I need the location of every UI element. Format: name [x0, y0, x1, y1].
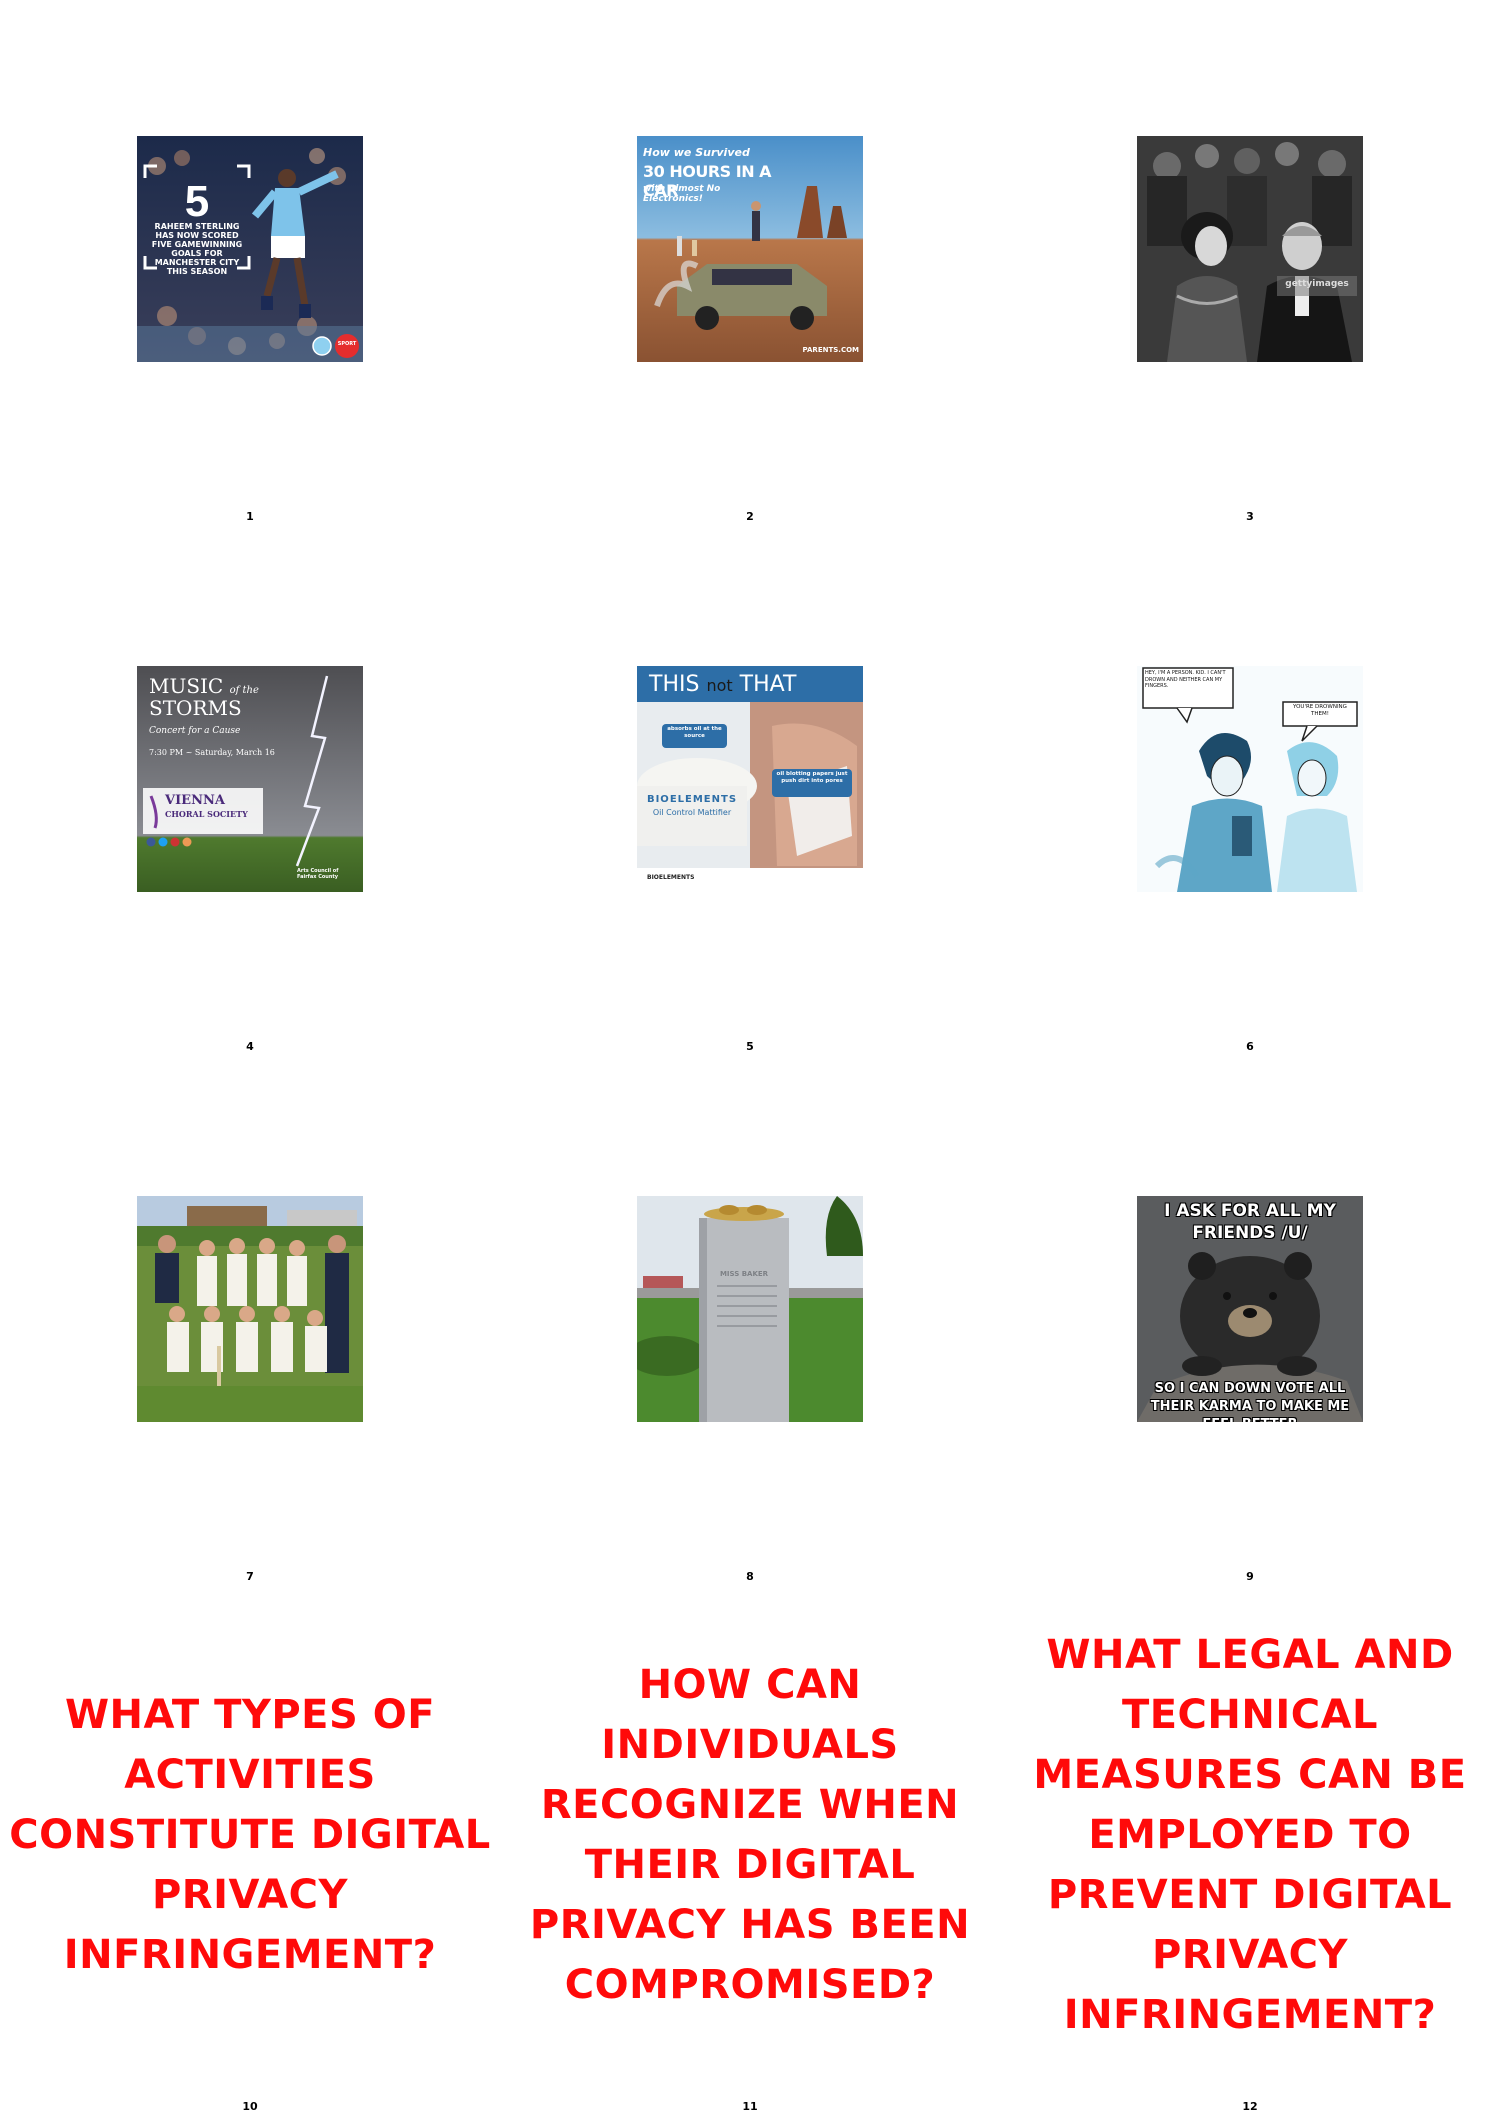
sponsor-label: Arts Council of Fairfax County [297, 868, 339, 880]
tagline-sub: with Almost No Electronics! [643, 184, 721, 204]
cricket-team-image [137, 1196, 363, 1422]
lightning-bolt [295, 675, 329, 867]
thumbnail-football-player[interactable]: 5 RAHEEM STERLING HAS NOW SCORED FIVE GA… [137, 136, 363, 362]
grid-cell-3: gettyimages 3 [1000, 0, 1500, 530]
sport-brand-label: SPORT [337, 341, 357, 347]
site-footer: PARENTS.COM [802, 346, 859, 354]
grid-cell-10: WHAT TYPES OF ACTIVITIES CONSTITUTE DIGI… [0, 1590, 500, 2120]
bubble-text-1: absorbs oil at the source [667, 726, 722, 739]
cell-number: 6 [1246, 1040, 1254, 1053]
poster-title-2: STORMS [149, 696, 242, 720]
thumbnail-concert-poster[interactable]: MUSIC of the STORMS Concert for a Cause … [137, 666, 363, 892]
org-name: VIENNA [165, 793, 225, 808]
woman-figure [1167, 212, 1247, 362]
thumbnail-memorial-stone[interactable]: MISS BAKER [637, 1196, 863, 1422]
thumbnail-comic-art[interactable]: HEY, I'M A PERSON. KID. I CAN'T DROWN AN… [1137, 666, 1363, 892]
product-name: Oil Control Mattifier [652, 808, 732, 817]
cell-number: 2 [746, 510, 754, 523]
thumbnail-road-trip[interactable]: How we Survived 30 HOURS IN A CAR with A… [637, 136, 863, 362]
skincare-ad-image [637, 666, 863, 892]
ad-headline: THIS not THAT [649, 672, 797, 697]
meme-top-text: I ASK FOR ALL MY FRIENDS /U/ [1164, 1201, 1336, 1243]
girl-figure [1277, 742, 1357, 892]
product-brand: BIOELEMENTS [646, 794, 738, 805]
player-caption: RAHEEM STERLING HAS NOW SCORED FIVE GAME… [151, 222, 243, 276]
cell-number: 10 [242, 2100, 258, 2113]
cell-number: 7 [246, 1570, 254, 1583]
grid-cell-1: 5 RAHEEM STERLING HAS NOW SCORED FIVE GA… [0, 0, 500, 530]
grid-cell-8: MISS BAKER 8 [500, 1060, 1000, 1590]
speech-bubble-1 [662, 724, 727, 748]
player-figure [251, 169, 339, 318]
poster-title-1: MUSIC of the [149, 674, 259, 698]
cell-number: 3 [1246, 510, 1254, 523]
grid-cell-9: I ASK FOR ALL MY FRIENDS /U/ SO I CAN DO… [1000, 1060, 1500, 1590]
grid-cell-4: MUSIC of the STORMS Concert for a Cause … [0, 530, 500, 1060]
grid-cell-7: 7 [0, 1060, 500, 1590]
poster-subtitle: Concert for a Cause [149, 726, 241, 736]
cell-number: 5 [746, 1040, 754, 1053]
choral-logo-icon [149, 795, 158, 829]
cell-number: 8 [746, 1570, 754, 1583]
comic-image [1137, 666, 1363, 892]
poster-date: 7:30 PM ~ Saturday, March 16 [149, 748, 275, 757]
grid-cell-2: How we Survived 30 HOURS IN A CAR with A… [500, 0, 1000, 530]
station-wagon [677, 264, 827, 330]
meme-bottom-text: SO I CAN DOWN VOTE ALL THEIR KARMA TO MA… [1150, 1381, 1350, 1422]
question-text: WHAT TYPES OF ACTIVITIES CONSTITUTE DIGI… [9, 1692, 491, 1978]
speech-text-2: YOU'RE DROWNING THEM! [1293, 704, 1347, 717]
speech-text-1: HEY, I'M A PERSON. KID. I CAN'T DROWN AN… [1145, 670, 1226, 689]
sport-logo-icon [335, 334, 359, 358]
club-crest-icon [312, 336, 332, 356]
grid-cell-12: WHAT LEGAL AND TECHNICAL MEASURES CAN BE… [1000, 1590, 1500, 2120]
team-players [155, 1235, 349, 1416]
tagline-top: How we Survived [643, 146, 750, 159]
speech-bubble-2 [772, 769, 852, 797]
grid-cell-6: HEY, I'M A PERSON. KID. I CAN'T DROWN AN… [1000, 530, 1500, 1060]
big-number: 5 [185, 177, 209, 226]
thumbnail-cricket-team[interactable] [137, 1196, 363, 1422]
stock-watermark: gettyimages [1285, 279, 1349, 289]
road-trip-image [637, 136, 863, 362]
headstone [699, 1205, 789, 1422]
question-text: WHAT LEGAL AND TECHNICAL MEASURES CAN BE… [1033, 1632, 1467, 2038]
thumbnail-bear-meme[interactable]: I ASK FOR ALL MY FRIENDS /U/ SO I CAN DO… [1137, 1196, 1363, 1422]
thumbnail-skincare-ad[interactable]: THIS not THAT absorbs oil at the source … [637, 666, 863, 892]
stone-inscription: MISS BAKER [719, 1270, 769, 1278]
bear-meme-image [1137, 1196, 1363, 1422]
grid-cell-11: HOW CAN INDIVIDUALS RECOGNIZE WHEN THEIR… [500, 1590, 1000, 2120]
cell-number: 1 [246, 510, 254, 523]
tagline-main: 30 HOURS IN A CAR [643, 162, 772, 200]
bubble-text-2: oil blotting papers just push dirt into … [776, 771, 848, 784]
man-figure [1257, 222, 1352, 362]
cell-number: 11 [742, 2100, 758, 2113]
cell-number: 4 [246, 1040, 254, 1053]
memorial-image [637, 1196, 863, 1422]
grid-cell-5: THIS not THAT absorbs oil at the source … [500, 530, 1000, 1060]
cell-number: 9 [1246, 1570, 1254, 1583]
cell-number: 12 [1242, 2100, 1258, 2113]
org-subname: CHORAL SOCIETY [165, 809, 248, 819]
vintage-photo-image [1137, 136, 1363, 362]
football-image: 5 [137, 136, 363, 362]
concert-poster-image [137, 666, 363, 892]
footer-brand: BIOELEMENTS [647, 874, 695, 881]
boy-figure [1177, 733, 1272, 892]
question-text: HOW CAN INDIVIDUALS RECOGNIZE WHEN THEIR… [529, 1662, 971, 2008]
thumbnail-vintage-party[interactable]: gettyimages [1137, 136, 1363, 362]
